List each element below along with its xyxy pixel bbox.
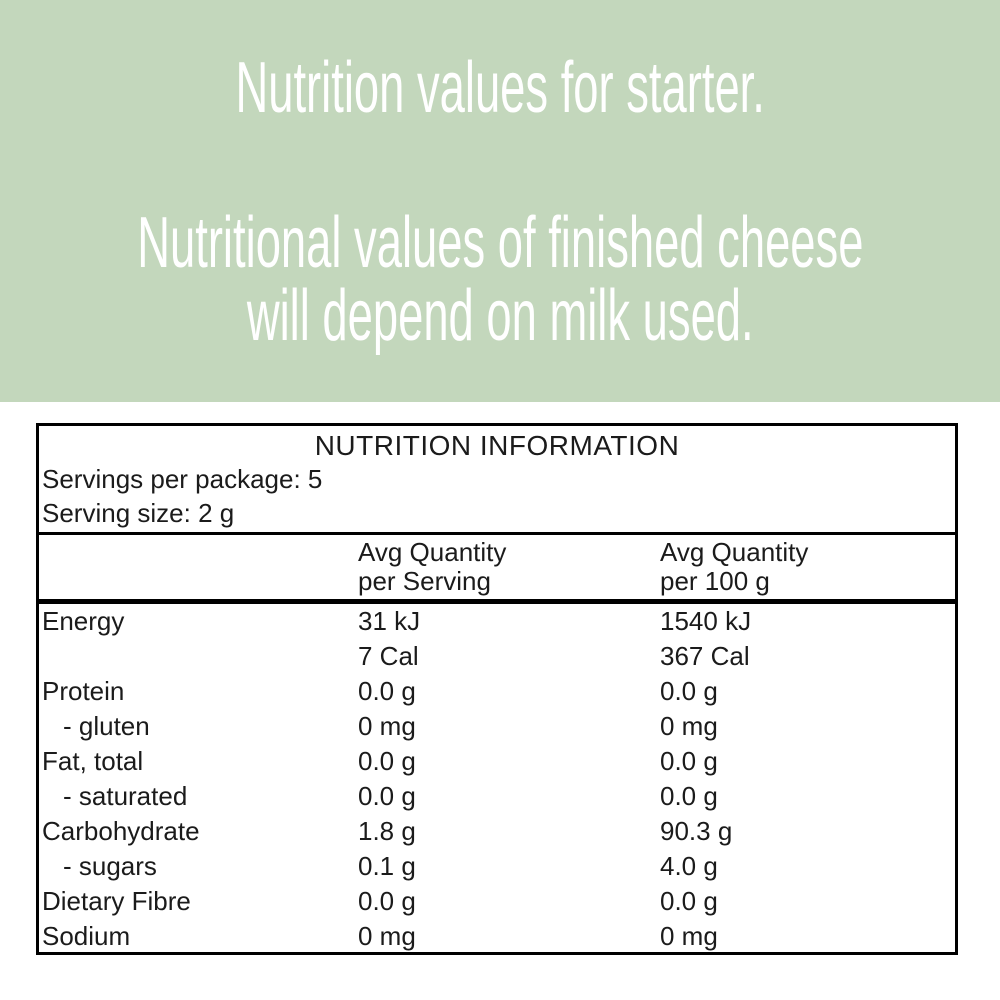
divider-thin <box>39 532 955 535</box>
nutrition-table: NUTRITION INFORMATION Servings per packa… <box>36 423 958 955</box>
header-per-100g: Avg Quantity per 100 g <box>660 538 955 597</box>
row-label: Energy <box>42 606 125 636</box>
row-value-per-serving: 0.0 g <box>358 676 416 706</box>
row-value-per-serving: 0 mg <box>358 711 416 741</box>
table-row: Dietary Fibre 0.0 g 0.0 g <box>42 884 955 919</box>
serving-info-block: Servings per package: 5 Serving size: 2 … <box>39 462 955 532</box>
table-row: - gluten 0 mg 0 mg <box>42 709 955 744</box>
header-per-100g-line2: per 100 g <box>660 566 770 596</box>
table-row: Sodium 0 mg 0 mg <box>42 919 955 954</box>
banner-line-2: Nutritional values of finished cheese <box>136 203 864 283</box>
table-row: Carbohydrate 1.8 g 90.3 g <box>42 814 955 849</box>
row-value-per-serving: 7 Cal <box>358 641 419 671</box>
header-per-serving-line2: per Serving <box>358 566 491 596</box>
row-value-per-100g: 0.0 g <box>660 886 718 916</box>
table-row: Energy 31 kJ 1540 kJ <box>42 604 955 639</box>
row-value-per-serving: 0.1 g <box>358 851 416 881</box>
row-value-per-100g: 90.3 g <box>660 816 733 846</box>
table-body: Energy 31 kJ 1540 kJ 7 Cal 367 Cal Protein 0.0… <box>39 604 955 954</box>
table-row: 7 Cal 367 Cal <box>42 639 955 674</box>
info-banner: Nutrition values for starter. Nutritiona… <box>0 0 1000 402</box>
row-value-per-100g: 0.0 g <box>660 746 718 776</box>
header-per-serving: Avg Quantity per Serving <box>358 538 660 597</box>
table-row: Protein 0.0 g 0.0 g <box>42 674 955 709</box>
row-value-per-serving: 31 kJ <box>358 606 421 636</box>
row-value-per-100g: 1540 kJ <box>660 606 752 636</box>
row-label: Dietary Fibre <box>42 886 191 916</box>
header-per-100g-line1: Avg Quantity <box>660 537 809 567</box>
row-label: - saturated <box>63 781 188 811</box>
row-value-per-serving: 0 mg <box>358 921 416 951</box>
row-value-per-100g: 0 mg <box>660 921 718 951</box>
divider-thick <box>39 599 955 604</box>
header-per-serving-line1: Avg Quantity <box>358 537 507 567</box>
table-header-row: Avg Quantity per Serving Avg Quantity pe… <box>39 535 955 599</box>
row-label: Protein <box>42 676 125 706</box>
row-value-per-serving: 1.8 g <box>358 816 416 846</box>
row-value-per-serving: 0.0 g <box>358 746 416 776</box>
row-value-per-100g: 0 mg <box>660 711 718 741</box>
row-value-per-serving: 0.0 g <box>358 781 416 811</box>
table-row: Fat, total 0.0 g 0.0 g <box>42 744 955 779</box>
row-label: Sodium <box>42 921 131 951</box>
banner-line-1: Nutrition values for starter. <box>235 48 765 128</box>
table-row: - saturated 0.0 g 0.0 g <box>42 779 955 814</box>
table-row: - sugars 0.1 g 4.0 g <box>42 849 955 884</box>
row-label: Carbohydrate <box>42 816 200 846</box>
row-label: - gluten <box>63 711 150 741</box>
nutrition-table-title: NUTRITION INFORMATION <box>314 430 680 461</box>
row-value-per-100g: 367 Cal <box>660 641 750 671</box>
row-value-per-100g: 0.0 g <box>660 781 718 811</box>
row-label: Fat, total <box>42 746 144 776</box>
row-value-per-100g: 4.0 g <box>660 851 718 881</box>
header-empty-cell <box>42 538 358 597</box>
banner-line-3: will depend on milk used. <box>246 276 754 356</box>
serving-size: Serving size: 2 g <box>42 498 235 528</box>
row-value-per-100g: 0.0 g <box>660 676 718 706</box>
row-label: - sugars <box>63 851 157 881</box>
servings-per-package: Servings per package: 5 <box>42 464 323 494</box>
row-value-per-serving: 0.0 g <box>358 886 416 916</box>
